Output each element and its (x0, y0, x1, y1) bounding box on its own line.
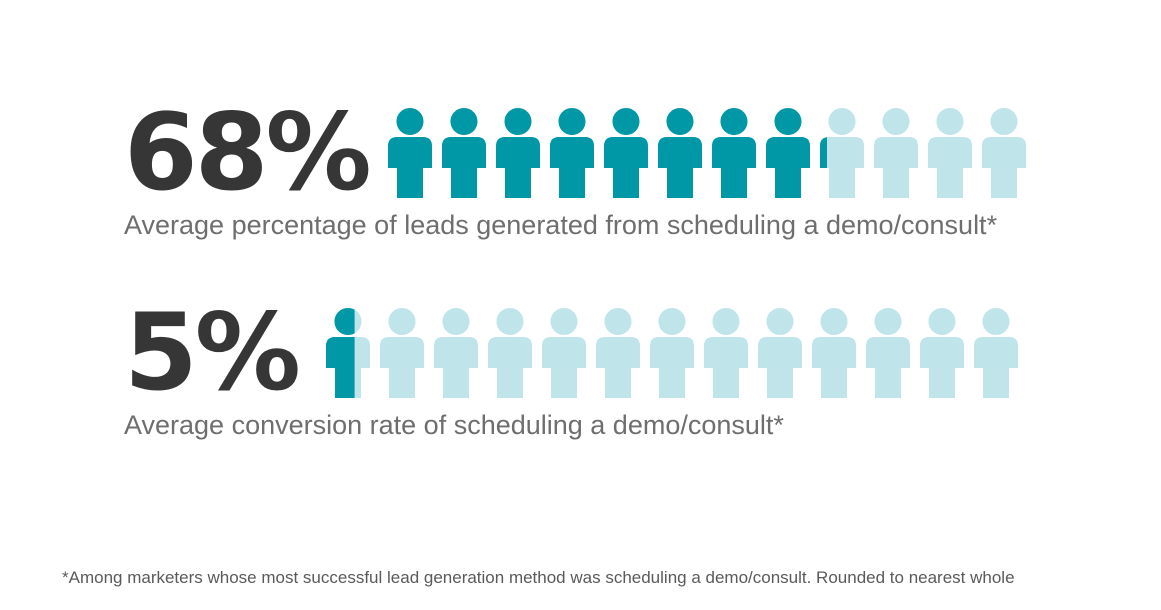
person-icon (920, 308, 964, 398)
person-icon (326, 308, 370, 398)
stat-caption-conversion: Average conversion rate of scheduling a … (124, 410, 784, 440)
person-icon (820, 108, 864, 198)
person-icon (928, 108, 972, 198)
stat-caption-leads: Average percentage of leads generated fr… (124, 210, 998, 240)
person-icon (604, 108, 648, 198)
person-icon (766, 108, 810, 198)
person-icon (812, 308, 856, 398)
person-icon (712, 108, 756, 198)
person-icon (488, 308, 532, 398)
stat-value-conversion: 5% (124, 291, 301, 414)
person-icon (388, 108, 432, 198)
person-icon (658, 108, 702, 198)
person-icon (982, 108, 1026, 198)
person-icon (434, 308, 478, 398)
person-icon (974, 308, 1018, 398)
pictograph-leads (388, 108, 1026, 198)
stat-value-leads: 68% (124, 91, 372, 214)
person-icon (650, 308, 694, 398)
person-icon (874, 108, 918, 198)
person-icon (866, 308, 910, 398)
person-icon (758, 308, 802, 398)
person-icon (542, 308, 586, 398)
footnote: *Among marketers whose most successful l… (62, 568, 1015, 587)
person-icon (704, 308, 748, 398)
person-icon (380, 308, 424, 398)
person-icon (596, 308, 640, 398)
pictograph-conversion (326, 308, 1018, 398)
person-icon (550, 108, 594, 198)
person-icon (442, 108, 486, 198)
person-icon (496, 108, 540, 198)
